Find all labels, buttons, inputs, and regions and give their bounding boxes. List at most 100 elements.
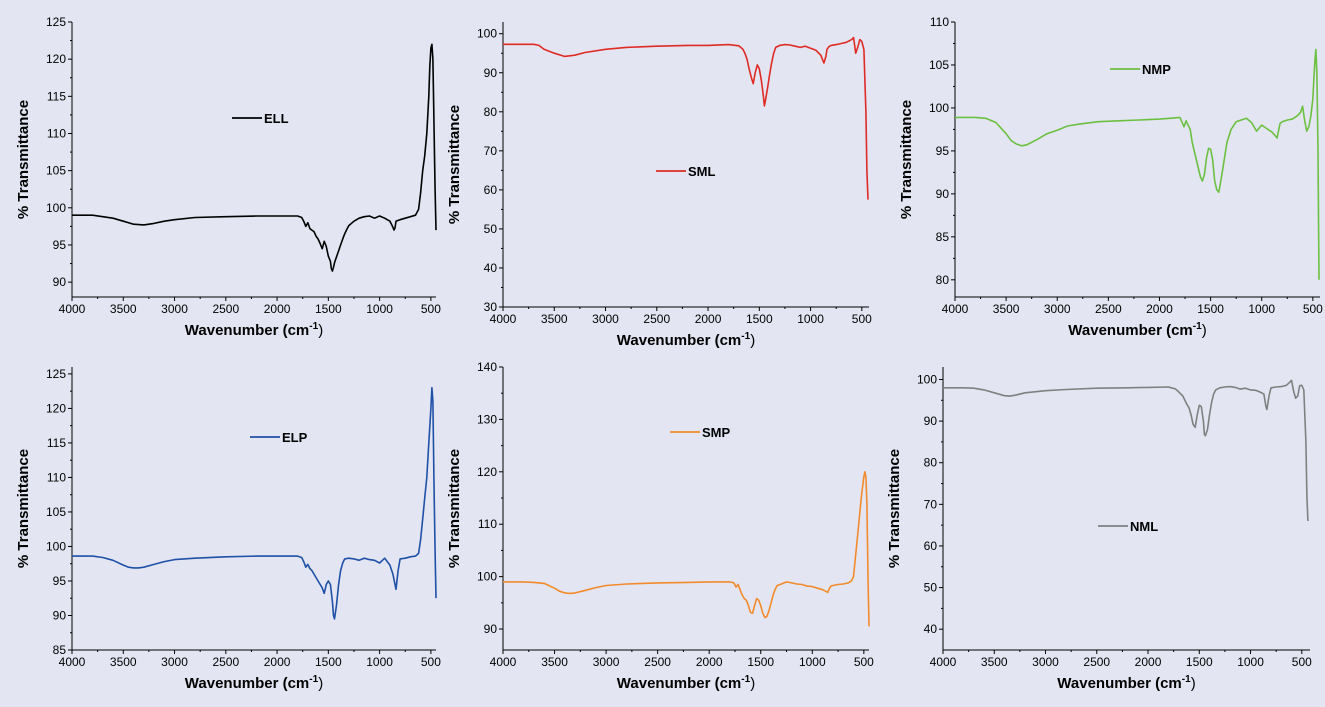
legend-label: NML <box>1130 519 1158 534</box>
x-axis-title: Wavenumber (cm-1) <box>185 674 323 692</box>
x-tick-label: 3000 <box>1044 302 1071 316</box>
x-tick-label: 1500 <box>1197 302 1224 316</box>
y-tick-label: 100 <box>46 539 66 553</box>
legend-label: ELL <box>264 111 289 126</box>
chart-panel-nmp: 80 85 90 95 100 105 110 4000 3500 3000 2500 2000 150… <box>898 15 1323 339</box>
x-axis-title: Wavenumber (cm-1) <box>185 321 323 339</box>
x-tick-label: 1500 <box>746 312 773 326</box>
x-tick-label: 2000 <box>1135 655 1162 669</box>
series-line-nml <box>943 379 1309 522</box>
y-tick-label: 110 <box>930 15 949 29</box>
x-tick-label: 2500 <box>643 312 670 326</box>
y-tick-label: 125 <box>46 367 66 381</box>
x-axis-title: Wavenumber (cm-1) <box>617 674 755 692</box>
x-tick-label: 4000 <box>930 655 957 669</box>
y-tick-label: 120 <box>46 401 66 415</box>
y-tick-label: 95 <box>53 574 67 588</box>
x-tick-label: 500 <box>852 312 872 326</box>
x-tick-label: 3500 <box>541 655 568 669</box>
y-tick-label: 100 <box>477 570 497 584</box>
y-tick-label: 95 <box>936 144 950 158</box>
y-tick-label: 70 <box>924 497 938 511</box>
x-tick-label: 1000 <box>797 312 824 326</box>
y-axis-title: % Transmittance <box>446 105 463 224</box>
y-tick-label: 100 <box>929 101 949 115</box>
y-tick-label: 120 <box>46 52 66 66</box>
x-tick-label: 3500 <box>981 655 1008 669</box>
y-tick-label: 80 <box>936 273 950 287</box>
y-tick-label: 90 <box>936 187 950 201</box>
y-tick-label: 80 <box>484 105 498 119</box>
x-tick-label: 1500 <box>1186 655 1213 669</box>
legend-label: ELP <box>282 430 308 445</box>
x-axis-title: Wavenumber (cm-1) <box>1057 674 1195 692</box>
series-line-sml <box>503 36 869 200</box>
x-tick-label: 2000 <box>264 302 291 316</box>
legend-label: SMP <box>702 425 731 440</box>
chart-panel-sml: 30 40 50 60 70 80 90 100 4000 3500 3000 2500 2000 150… <box>446 22 872 349</box>
x-tick-label: 3500 <box>110 302 137 316</box>
x-axis-title: Wavenumber (cm-1) <box>1068 321 1206 339</box>
x-tick-label: 3000 <box>593 655 620 669</box>
chart-panel-nml: 40 50 60 70 80 90 100 4000 3500 3000 2500 2000 1500 1… <box>886 367 1312 692</box>
x-tick-label: 3500 <box>993 302 1020 316</box>
y-axis-title: % Transmittance <box>898 100 915 219</box>
x-tick-label: 3000 <box>1032 655 1059 669</box>
x-tick-label: 1000 <box>1237 655 1264 669</box>
y-tick-label: 60 <box>924 539 938 553</box>
y-tick-label: 50 <box>484 222 498 236</box>
y-tick-label: 90 <box>924 414 938 428</box>
x-tick-label: 2500 <box>1095 302 1122 316</box>
y-tick-label: 90 <box>484 66 498 80</box>
series-line-smp <box>503 471 870 627</box>
x-tick-label: 4000 <box>59 655 86 669</box>
series-line-nmp <box>955 48 1320 280</box>
x-tick-label: 1500 <box>315 655 342 669</box>
x-tick-label: 1000 <box>799 655 826 669</box>
x-tick-label: 3000 <box>592 312 619 326</box>
y-tick-label: 85 <box>936 230 950 244</box>
x-tick-label: 2500 <box>1083 655 1110 669</box>
x-axis-title: Wavenumber (cm-1) <box>617 331 755 349</box>
chart-panel-elp: 85 90 95 100 105 110 115 120 125 4000 3500 3000 2500… <box>15 367 441 692</box>
y-tick-label: 60 <box>484 183 498 197</box>
x-tick-label: 1000 <box>1248 302 1275 316</box>
x-tick-label: 2000 <box>695 312 722 326</box>
chart-panel-ell: 90 95 100 105 110 115 120 125 4000 3500 3000 2500 20… <box>15 15 441 339</box>
y-tick-label: 105 <box>929 58 949 72</box>
x-tick-label: 3500 <box>541 312 568 326</box>
y-tick-label: 90 <box>53 275 67 289</box>
y-tick-label: 120 <box>477 465 497 479</box>
y-tick-label: 115 <box>47 436 66 450</box>
chart-panel-smp: 90 100 110 120 130 140 4000 3500 3000 2500 2000 150… <box>446 360 874 692</box>
x-tick-label: 2500 <box>644 655 671 669</box>
x-tick-label: 4000 <box>942 302 969 316</box>
y-tick-label: 110 <box>47 470 66 484</box>
y-tick-label: 130 <box>477 412 497 426</box>
y-tick-label: 110 <box>47 126 66 140</box>
y-tick-label: 50 <box>924 581 938 595</box>
x-tick-label: 500 <box>1303 302 1323 316</box>
y-tick-label: 90 <box>53 608 67 622</box>
x-tick-label: 4000 <box>59 302 86 316</box>
y-tick-label: 70 <box>484 144 498 158</box>
y-tick-label: 90 <box>484 622 498 636</box>
y-tick-label: 110 <box>478 517 497 531</box>
series-line-ell <box>72 43 437 272</box>
y-tick-label: 140 <box>477 360 497 374</box>
y-tick-label: 100 <box>46 201 66 215</box>
y-tick-label: 105 <box>46 164 66 178</box>
y-tick-label: 40 <box>484 261 498 275</box>
x-tick-label: 1500 <box>747 655 774 669</box>
x-tick-label: 500 <box>1292 655 1312 669</box>
y-tick-label: 100 <box>917 372 937 386</box>
x-tick-label: 3000 <box>161 655 188 669</box>
y-tick-label: 125 <box>46 15 66 29</box>
x-tick-label: 4000 <box>490 655 517 669</box>
y-tick-label: 85 <box>53 643 67 657</box>
y-tick-label: 100 <box>477 27 497 41</box>
y-axis-title: % Transmittance <box>15 100 32 219</box>
y-tick-label: 30 <box>484 300 498 314</box>
